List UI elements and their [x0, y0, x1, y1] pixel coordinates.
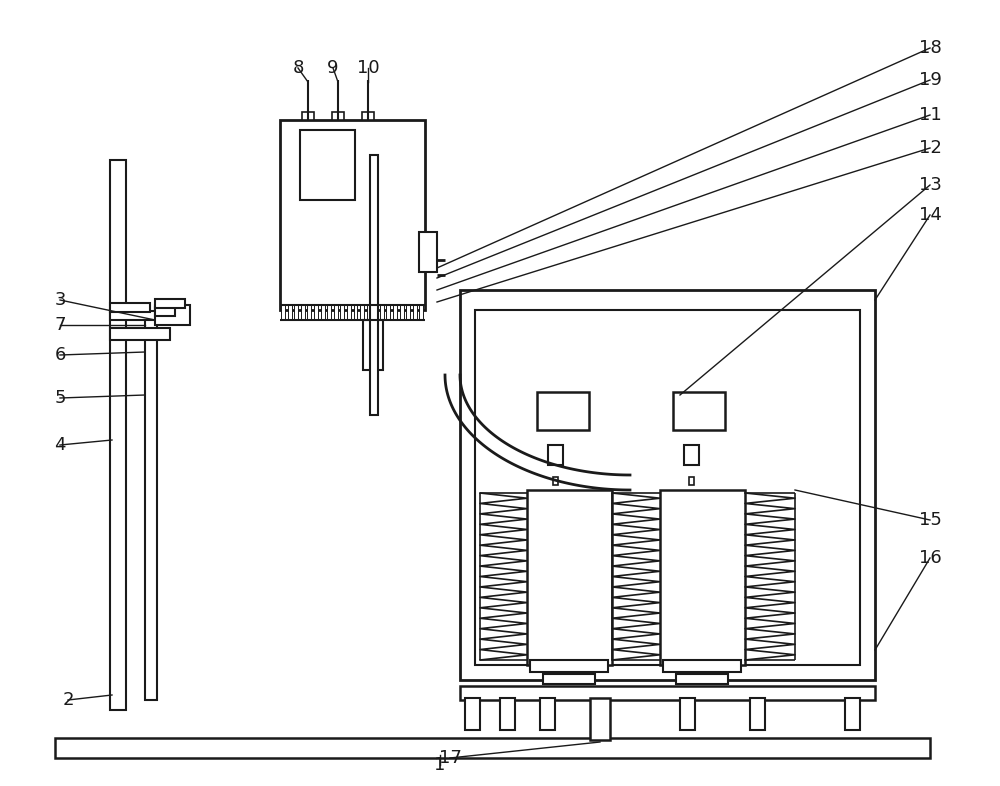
- Bar: [406, 305, 410, 320]
- Bar: [419, 305, 423, 320]
- Bar: [314, 305, 318, 320]
- Text: 9: 9: [327, 59, 339, 77]
- Bar: [280, 120, 425, 310]
- Bar: [680, 698, 695, 730]
- Bar: [363, 320, 383, 370]
- Bar: [537, 392, 589, 430]
- Bar: [360, 305, 364, 320]
- Bar: [465, 698, 480, 730]
- Bar: [110, 328, 170, 340]
- Text: 18: 18: [919, 39, 941, 57]
- Text: 4: 4: [54, 436, 66, 454]
- Bar: [300, 130, 355, 200]
- Bar: [543, 674, 595, 684]
- Bar: [354, 305, 357, 320]
- Text: 16: 16: [919, 549, 941, 567]
- Bar: [301, 305, 305, 320]
- Text: 1: 1: [434, 756, 446, 774]
- Bar: [527, 490, 612, 665]
- Bar: [548, 445, 563, 465]
- Bar: [110, 160, 126, 710]
- Bar: [413, 305, 417, 320]
- Bar: [294, 305, 298, 320]
- Text: 17: 17: [439, 749, 461, 767]
- Bar: [460, 290, 875, 680]
- Bar: [302, 112, 314, 120]
- Bar: [553, 477, 558, 485]
- Bar: [367, 305, 371, 320]
- Bar: [307, 305, 311, 320]
- Bar: [400, 305, 404, 320]
- Bar: [155, 299, 185, 308]
- Text: 7: 7: [54, 316, 66, 334]
- Bar: [460, 686, 875, 700]
- Bar: [321, 305, 324, 320]
- Bar: [110, 303, 150, 312]
- Bar: [281, 305, 285, 320]
- Bar: [334, 305, 338, 320]
- Bar: [386, 305, 390, 320]
- Bar: [155, 307, 175, 316]
- Bar: [327, 305, 331, 320]
- Text: 6: 6: [54, 346, 66, 364]
- Bar: [347, 305, 351, 320]
- Bar: [590, 698, 610, 740]
- Bar: [393, 305, 397, 320]
- Bar: [663, 660, 741, 672]
- Bar: [530, 660, 608, 672]
- Text: 2: 2: [62, 691, 74, 709]
- Bar: [419, 232, 437, 272]
- Bar: [689, 477, 694, 485]
- Bar: [340, 305, 344, 320]
- Text: 8: 8: [292, 59, 304, 77]
- Bar: [845, 698, 860, 730]
- Text: 10: 10: [357, 59, 379, 77]
- Bar: [380, 305, 384, 320]
- Text: 13: 13: [919, 176, 941, 194]
- Bar: [332, 112, 344, 120]
- Bar: [110, 311, 160, 320]
- Text: 12: 12: [919, 139, 941, 157]
- Bar: [362, 112, 374, 120]
- Bar: [684, 445, 699, 465]
- Bar: [540, 698, 555, 730]
- Text: 15: 15: [919, 511, 941, 529]
- Bar: [750, 698, 765, 730]
- Bar: [155, 305, 190, 325]
- Bar: [500, 698, 515, 730]
- Bar: [55, 738, 930, 758]
- Text: 11: 11: [919, 106, 941, 124]
- Bar: [373, 305, 377, 320]
- Bar: [673, 392, 725, 430]
- Bar: [676, 674, 728, 684]
- Bar: [145, 315, 157, 700]
- Text: 14: 14: [919, 206, 941, 224]
- Bar: [370, 155, 378, 415]
- Bar: [475, 310, 860, 665]
- Text: 19: 19: [919, 71, 941, 89]
- Bar: [288, 305, 292, 320]
- Bar: [660, 490, 745, 665]
- Text: 3: 3: [54, 291, 66, 309]
- Text: 5: 5: [54, 389, 66, 407]
